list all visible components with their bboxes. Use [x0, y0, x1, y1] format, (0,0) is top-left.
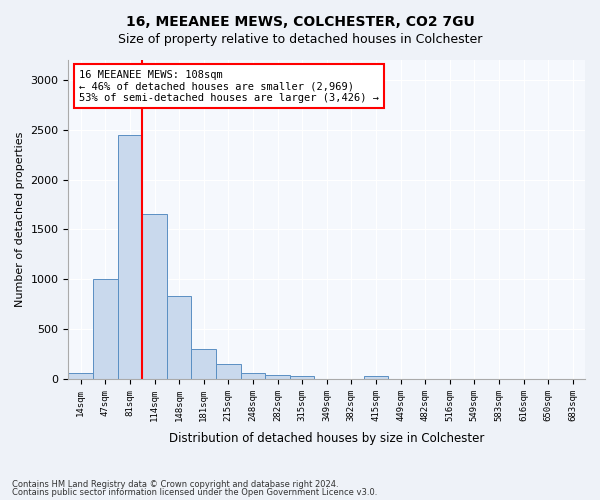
Bar	[241, 374, 265, 379]
Bar	[216, 364, 241, 379]
Bar	[142, 214, 167, 379]
Bar	[118, 134, 142, 379]
Bar	[93, 280, 118, 379]
Bar	[68, 374, 93, 379]
Bar	[191, 349, 216, 379]
Text: 16, MEEANEE MEWS, COLCHESTER, CO2 7GU: 16, MEEANEE MEWS, COLCHESTER, CO2 7GU	[125, 15, 475, 29]
X-axis label: Distribution of detached houses by size in Colchester: Distribution of detached houses by size …	[169, 432, 484, 445]
Bar	[290, 376, 314, 379]
Bar	[167, 296, 191, 379]
Bar	[265, 375, 290, 379]
Text: 16 MEEANEE MEWS: 108sqm
← 46% of detached houses are smaller (2,969)
53% of semi: 16 MEEANEE MEWS: 108sqm ← 46% of detache…	[79, 70, 379, 103]
Text: Contains HM Land Registry data © Crown copyright and database right 2024.: Contains HM Land Registry data © Crown c…	[12, 480, 338, 489]
Text: Contains public sector information licensed under the Open Government Licence v3: Contains public sector information licen…	[12, 488, 377, 497]
Text: Size of property relative to detached houses in Colchester: Size of property relative to detached ho…	[118, 32, 482, 46]
Bar	[364, 376, 388, 379]
Y-axis label: Number of detached properties: Number of detached properties	[15, 132, 25, 307]
